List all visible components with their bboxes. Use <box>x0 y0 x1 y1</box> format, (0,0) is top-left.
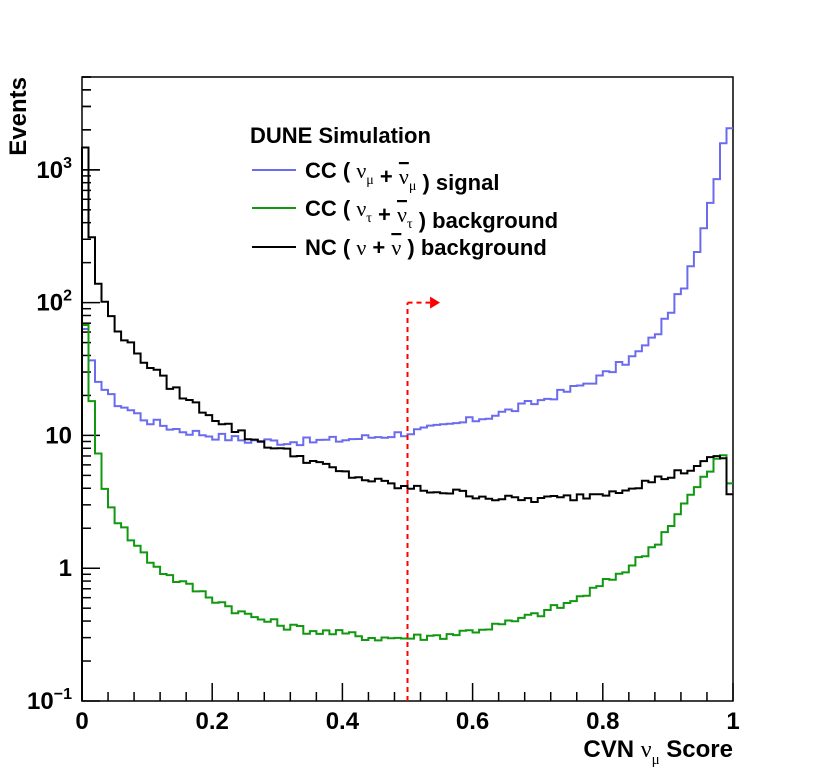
cut-arrowhead <box>430 296 441 309</box>
legend-entry: NC ( ν + ν ) background <box>305 235 547 260</box>
series-layer <box>81 127 733 701</box>
x-tick-label: 0.4 <box>326 708 360 735</box>
axis-labels: CVN νμ Score Events <box>5 77 733 768</box>
y-axis-label: Events <box>5 77 32 156</box>
legend-entry: CC ( νμ + νμ ) signal <box>305 158 499 195</box>
chart-title: DUNE Simulation <box>250 123 431 148</box>
legend: DUNE Simulation CC ( νμ + νμ ) signalCC … <box>250 123 558 260</box>
y-tick-label: 1 <box>59 555 72 582</box>
y-tick-label: 103 <box>36 155 72 184</box>
x-axis-label: CVN νμ Score <box>583 736 733 768</box>
y-tick-label: 10 <box>45 422 72 449</box>
x-tick-label: 0.6 <box>456 708 489 735</box>
y-tick-label: 102 <box>36 288 72 317</box>
series-line <box>81 146 733 701</box>
y-tick-label: 10−1 <box>27 686 72 715</box>
axis-ticks: 0 0.2 0.4 0.6 0.8 1 10−1 1 10 102 103 <box>27 76 740 735</box>
series-line <box>81 324 733 701</box>
x-tick-label: 0 <box>75 708 88 735</box>
x-tick-label: 1 <box>726 708 739 735</box>
x-tick-label: 0.2 <box>196 708 229 735</box>
x-tick-label: 0.8 <box>586 708 619 735</box>
legend-entry: CC ( ντ + ντ ) background <box>305 196 558 233</box>
series-line <box>81 127 733 701</box>
cut-layer <box>406 296 441 701</box>
